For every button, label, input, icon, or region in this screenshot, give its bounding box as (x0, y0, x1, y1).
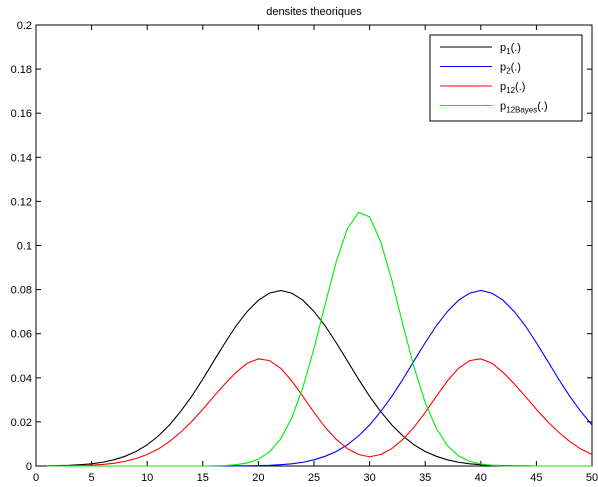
legend-label-main: p (500, 81, 506, 93)
y-tick-label: 0.02 (11, 417, 32, 429)
x-tick-label: 50 (586, 472, 598, 484)
legend-label-p12Bayes: p12Bayes(.) (500, 101, 548, 115)
y-tick-label: 0.16 (11, 108, 32, 120)
y-tick-label: 0.06 (11, 329, 32, 341)
series-line-p12Bayes (47, 211, 592, 467)
legend-box (429, 34, 583, 122)
legend-label-p12: p12(.) (500, 81, 525, 95)
x-tick-label: 5 (89, 472, 95, 484)
y-tick-label: 0.04 (11, 373, 32, 385)
y-tick-label: 0.1 (17, 241, 32, 253)
x-tick-label: 40 (475, 472, 487, 484)
y-tick-label: 0 (26, 461, 32, 473)
legend-label-main: p (500, 62, 506, 74)
y-tick-label: 0.08 (11, 285, 32, 297)
legend-label-p1: p1(.) (500, 42, 521, 56)
legend-label-p2: p2(.) (500, 62, 521, 76)
axis-ticks: 0 5 10 15 20 25 30 35 40 45 50 0 0.02 0.04 0.06 0.08 0.1… (11, 20, 598, 484)
legend-label-suffix: (.) (511, 42, 521, 54)
x-tick-label: 15 (197, 472, 209, 484)
legend-label-suffix: (.) (515, 81, 525, 93)
y-tick-label: 0.18 (11, 64, 32, 76)
legend-label-subscript: 2 (506, 67, 511, 76)
x-tick-label: 20 (252, 472, 264, 484)
x-tick-label: 30 (363, 472, 375, 484)
series-line-p12 (47, 358, 593, 467)
legend-label-suffix: (.) (511, 62, 521, 74)
legend-label-subscript: 12Bayes (506, 106, 537, 115)
x-tick-label: 10 (141, 472, 153, 484)
legend-label-subscript: 12 (506, 86, 515, 95)
x-tick-label: 25 (308, 472, 320, 484)
y-tick-label: 0.2 (17, 20, 32, 32)
chart-title: densites theoriques (266, 6, 362, 18)
legend-label-subscript: 1 (506, 47, 511, 56)
series-layer (47, 211, 593, 467)
x-tick-label: 45 (530, 472, 542, 484)
x-tick-label: 0 (33, 472, 39, 484)
y-tick-label: 0.14 (11, 152, 32, 164)
legend-label-main: p (500, 42, 506, 54)
x-tick-label: 35 (419, 472, 431, 484)
legend-label-main: p (500, 101, 506, 113)
legend-label-suffix: (.) (537, 101, 547, 113)
y-tick-label: 0.12 (11, 196, 32, 208)
legend: p1(.)p2(.)p12(.)p12Bayes(.) (429, 34, 583, 122)
